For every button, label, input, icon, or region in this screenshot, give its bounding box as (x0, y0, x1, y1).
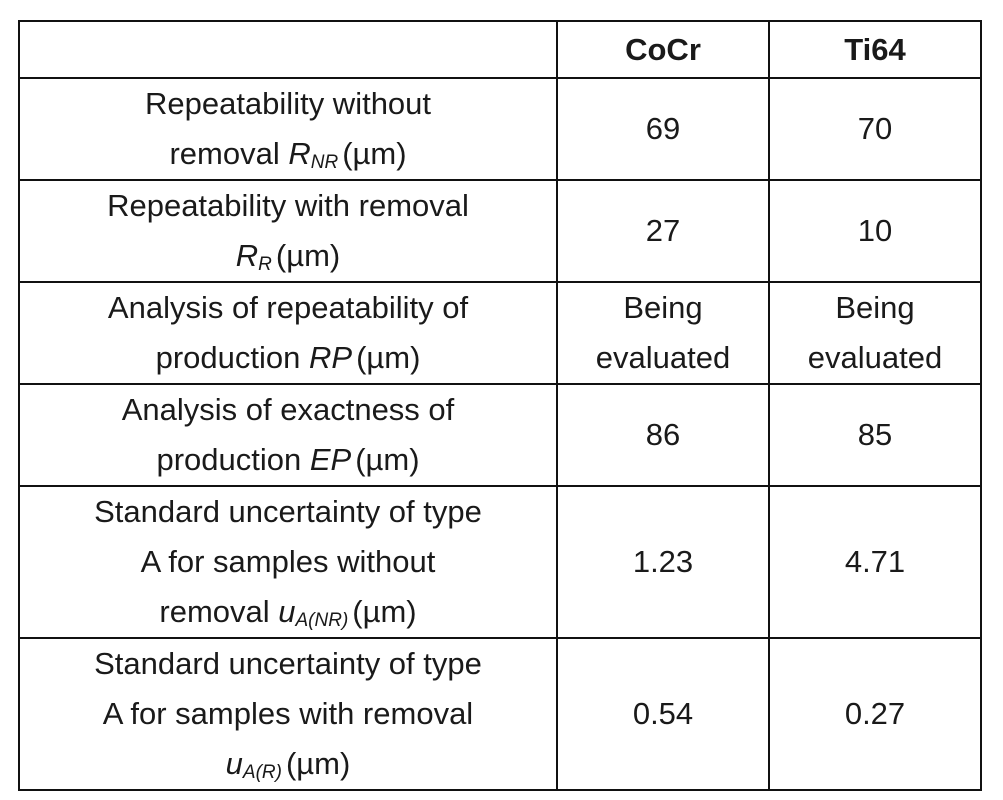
cocr-value: 86 (557, 384, 769, 486)
row-label-line1: Repeatability with removal (107, 188, 469, 223)
row-label: Repeatability with removal RR (µm) (19, 180, 557, 282)
row-unit: (µm) (352, 594, 416, 629)
row-label-prefix: removal (159, 594, 278, 629)
ti64-value: Being evaluated (769, 282, 981, 384)
row-label-line2: A for samples without (141, 544, 436, 579)
row-label-line1: Standard uncertainty of type (94, 494, 482, 529)
cocr-value: Being evaluated (557, 282, 769, 384)
row-label: Standard uncertainty of type A for sampl… (19, 486, 557, 638)
header-row: CoCr Ti64 (19, 21, 981, 78)
header-empty-cell (19, 21, 557, 78)
row-symbol: R (288, 136, 310, 171)
row-symbol: EP (310, 442, 351, 477)
row-subscript: NR (311, 152, 338, 173)
cocr-value-line1: Being (623, 290, 702, 325)
row-symbol: u (278, 594, 295, 629)
ti64-value-line1: Being (835, 290, 914, 325)
row-label-line1: Repeatability without (145, 86, 431, 121)
table-row: Standard uncertainty of type A for sampl… (19, 638, 981, 790)
row-subscript: A(NR) (296, 610, 349, 631)
table-row: Analysis of repeatability of production … (19, 282, 981, 384)
row-unit: (µm) (355, 442, 419, 477)
row-label: Analysis of repeatability of production … (19, 282, 557, 384)
row-symbol: RP (309, 340, 352, 375)
header-ti64: Ti64 (769, 21, 981, 78)
row-label: Repeatability without removal RNR (µm) (19, 78, 557, 180)
row-label-line1: Analysis of exactness of (122, 392, 455, 427)
table-row: Analysis of exactness of production EP (µ… (19, 384, 981, 486)
row-label-prefix: removal (169, 136, 288, 171)
row-unit: (µm) (286, 746, 350, 781)
row-label-line1: Analysis of repeatability of (108, 290, 468, 325)
row-label-line2: A for samples with removal (103, 696, 473, 731)
cocr-value: 0.54 (557, 638, 769, 790)
ti64-value: 0.27 (769, 638, 981, 790)
row-label: Standard uncertainty of type A for sampl… (19, 638, 557, 790)
row-unit: (µm) (342, 136, 406, 171)
row-unit: (µm) (276, 238, 340, 273)
row-label: Analysis of exactness of production EP (µ… (19, 384, 557, 486)
table-container: CoCr Ti64 Repeatability without removal … (18, 20, 982, 791)
row-symbol: R (236, 238, 258, 273)
row-subscript: R (258, 254, 272, 275)
row-label-line1: Standard uncertainty of type (94, 646, 482, 681)
cocr-value: 27 (557, 180, 769, 282)
cocr-value: 69 (557, 78, 769, 180)
cocr-value-line2: evaluated (596, 340, 730, 375)
ti64-value: 10 (769, 180, 981, 282)
ti64-value: 85 (769, 384, 981, 486)
row-label-prefix: production (156, 340, 309, 375)
row-unit: (µm) (356, 340, 420, 375)
ti64-value: 4.71 (769, 486, 981, 638)
row-subscript: A(R) (243, 762, 282, 783)
table-row: Standard uncertainty of type A for sampl… (19, 486, 981, 638)
ti64-value-line2: evaluated (808, 340, 942, 375)
header-cocr: CoCr (557, 21, 769, 78)
table-row: Repeatability with removal RR (µm) 27 10 (19, 180, 981, 282)
results-table: CoCr Ti64 Repeatability without removal … (18, 20, 982, 791)
row-symbol: u (226, 746, 243, 781)
row-label-prefix: production (156, 442, 309, 477)
ti64-value: 70 (769, 78, 981, 180)
table-row: Repeatability without removal RNR (µm) 69… (19, 78, 981, 180)
cocr-value: 1.23 (557, 486, 769, 638)
